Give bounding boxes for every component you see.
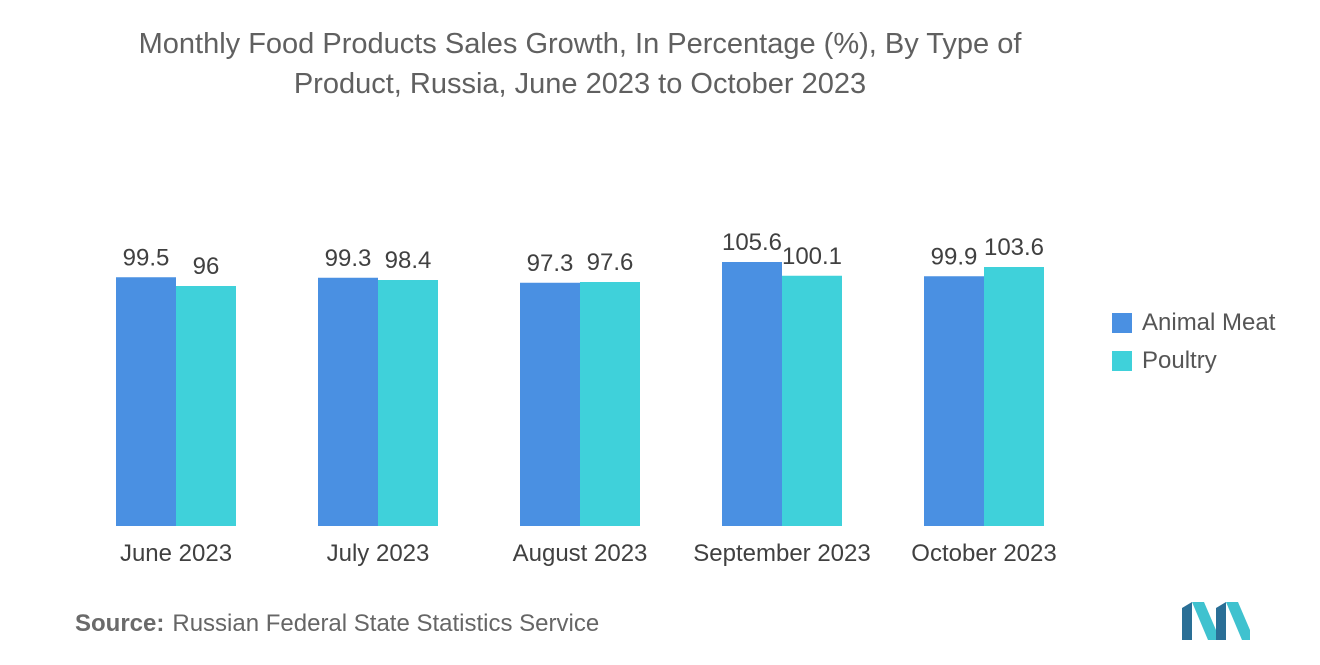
bar-poultry-august-2023 <box>580 282 640 526</box>
data-label-poultry-october-2023: 103.6 <box>984 234 1044 261</box>
x-tick-label-september-2023: September 2023 <box>693 540 870 567</box>
bar-poultry-october-2023 <box>984 267 1044 526</box>
chart-title: Monthly Food Products Sales Growth, In P… <box>80 24 1080 104</box>
chart-title-line-1: Monthly Food Products Sales Growth, In P… <box>138 28 1022 60</box>
legend-item-poultry: Poultry <box>1112 342 1275 380</box>
legend-label-poultry: Poultry <box>1142 347 1217 374</box>
data-label-animal-meat-august-2023: 97.3 <box>527 250 574 277</box>
legend-label-animal-meat: Animal Meat <box>1142 309 1276 336</box>
data-label-poultry-august-2023: 97.6 <box>587 249 634 276</box>
chart-legend: Animal Meat Poultry <box>1112 304 1275 380</box>
bar-poultry-june-2023 <box>176 286 236 526</box>
chart-title-line-2: Product, Russia, June 2023 to October 20… <box>293 68 867 100</box>
data-label-animal-meat-july-2023: 99.3 <box>325 245 372 272</box>
mn-logo-icon <box>1182 602 1250 645</box>
data-label-animal-meat-october-2023: 99.9 <box>931 243 978 270</box>
bar-poultry-september-2023 <box>782 275 842 526</box>
bar-animal-meat-august-2023 <box>520 282 580 526</box>
data-label-poultry-july-2023: 98.4 <box>385 247 432 274</box>
bar-animal-meat-june-2023 <box>116 277 176 526</box>
x-tick-label-july-2023: July 2023 <box>327 540 430 567</box>
bar-animal-meat-october-2023 <box>924 276 984 526</box>
x-tick-label-october-2023: October 2023 <box>911 540 1056 567</box>
source-note: Source: Russian Federal State Statistics … <box>75 610 599 638</box>
x-tick-label-june-2023: June 2023 <box>120 540 232 567</box>
legend-swatch-animal-meat <box>1112 313 1132 333</box>
bar-animal-meat-september-2023 <box>722 262 782 526</box>
source-label: Source: <box>75 610 165 637</box>
source-text: Russian Federal State Statistics Service <box>172 610 600 637</box>
data-label-poultry-september-2023: 100.1 <box>782 243 842 270</box>
x-tick-label-august-2023: August 2023 <box>513 540 648 567</box>
legend-swatch-poultry <box>1112 351 1132 371</box>
data-label-poultry-june-2023: 96 <box>193 253 220 280</box>
bar-poultry-july-2023 <box>378 280 438 526</box>
data-label-animal-meat-june-2023: 99.5 <box>123 244 170 271</box>
bar-animal-meat-july-2023 <box>318 277 378 526</box>
data-label-animal-meat-september-2023: 105.6 <box>722 229 782 256</box>
legend-item-animal-meat: Animal Meat <box>1112 304 1275 342</box>
